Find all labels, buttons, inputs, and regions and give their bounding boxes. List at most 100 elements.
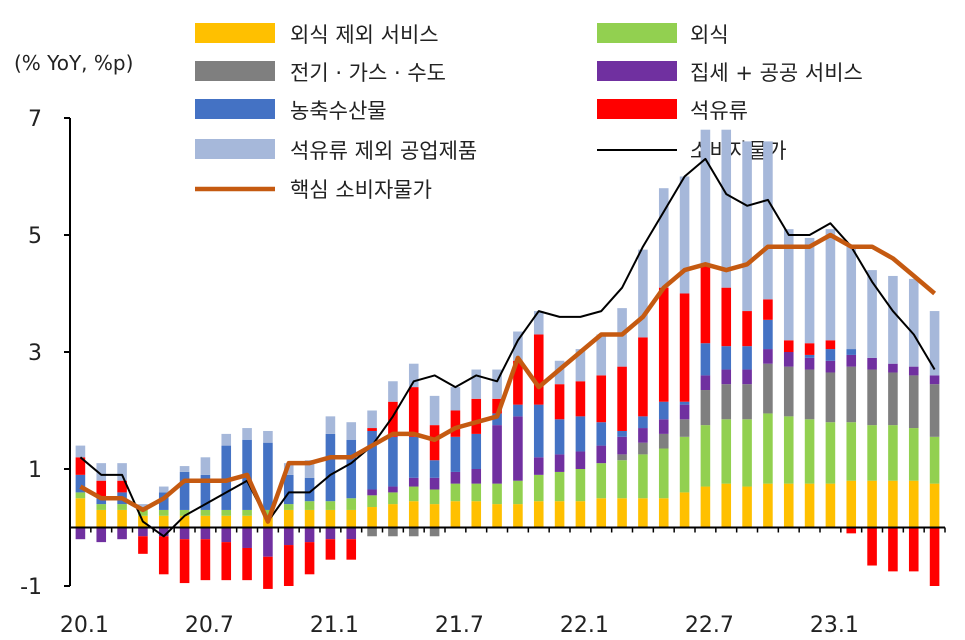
bar-3-30 bbox=[700, 375, 711, 391]
bar-4-35 bbox=[804, 354, 815, 358]
bar-4-36 bbox=[825, 349, 836, 361]
bar-4-12 bbox=[325, 433, 336, 502]
bar-0-22 bbox=[533, 501, 544, 528]
legend-label: 석유류 제외 공업제품 bbox=[290, 139, 477, 163]
bar-3-7 bbox=[221, 527, 232, 543]
bar-5-23 bbox=[554, 384, 565, 420]
bar-4-11 bbox=[304, 477, 315, 502]
legend-label: 외식 bbox=[690, 23, 729, 47]
bar-3-26 bbox=[617, 436, 627, 455]
legend-swatch-6 bbox=[195, 139, 275, 159]
bar-1-21 bbox=[513, 480, 523, 505]
bar-1-38 bbox=[867, 425, 877, 481]
bar-4-32 bbox=[742, 346, 752, 370]
bar-0-40 bbox=[908, 480, 919, 528]
bar-3-11 bbox=[304, 527, 315, 543]
legend-swatch-4 bbox=[195, 99, 275, 119]
bar-0-26 bbox=[617, 498, 627, 528]
bar-4-7 bbox=[221, 445, 232, 510]
bar-0-19 bbox=[471, 501, 482, 528]
bar-1-8 bbox=[242, 509, 252, 516]
bar-5-3 bbox=[138, 536, 148, 554]
x-tick-label: 21.1 bbox=[310, 613, 359, 638]
bar-6-2 bbox=[117, 463, 127, 481]
bar-0-10 bbox=[283, 509, 294, 528]
bar-6-29 bbox=[679, 176, 690, 294]
bar-5-39 bbox=[888, 527, 898, 572]
x-tick-label: 20.7 bbox=[185, 613, 234, 638]
bar-6-31 bbox=[721, 129, 732, 288]
bar-6-38 bbox=[867, 270, 877, 358]
bar-6-23 bbox=[554, 360, 565, 385]
bar-3-20 bbox=[492, 425, 502, 484]
bar-0-4 bbox=[158, 515, 169, 528]
bar-4-17 bbox=[429, 460, 440, 478]
bar-3-4 bbox=[158, 527, 169, 537]
bar-1-11 bbox=[304, 501, 315, 510]
bar-5-7 bbox=[221, 542, 232, 581]
bar-6-37 bbox=[846, 246, 857, 350]
bar-1-36 bbox=[825, 422, 836, 484]
bar-6-34 bbox=[783, 229, 794, 341]
bar-2-26 bbox=[617, 454, 627, 461]
bar-3-35 bbox=[804, 357, 815, 370]
legend-swatch-2 bbox=[195, 61, 275, 81]
bar-5-30 bbox=[700, 264, 711, 344]
legend-swatch-0 bbox=[195, 23, 275, 43]
bar-0-8 bbox=[242, 515, 252, 528]
legend-swatch-3 bbox=[597, 61, 677, 81]
bar-6-19 bbox=[471, 369, 482, 399]
x-tick-label: 22.7 bbox=[685, 613, 734, 638]
bar-5-28 bbox=[658, 287, 669, 402]
bar-1-22 bbox=[533, 474, 544, 502]
bar-2-14 bbox=[367, 527, 377, 537]
bar-3-16 bbox=[408, 477, 419, 487]
bar-5-15 bbox=[388, 401, 398, 437]
bar-5-36 bbox=[825, 340, 836, 350]
bar-5-0 bbox=[75, 457, 86, 475]
bar-3-3 bbox=[138, 527, 148, 537]
bar-6-3 bbox=[138, 504, 148, 510]
bar-3-31 bbox=[721, 369, 732, 385]
bar-5-4 bbox=[158, 536, 169, 575]
bar-0-13 bbox=[346, 509, 357, 528]
bar-0-38 bbox=[867, 480, 877, 528]
bar-3-12 bbox=[325, 527, 336, 540]
bar-2-38 bbox=[867, 369, 877, 426]
bar-2-39 bbox=[888, 372, 898, 426]
bar-5-16 bbox=[408, 387, 419, 437]
bar-0-35 bbox=[804, 483, 815, 528]
bar-0-36 bbox=[825, 483, 836, 528]
bar-3-6 bbox=[200, 527, 211, 540]
bar-4-28 bbox=[658, 401, 669, 420]
bar-5-21 bbox=[513, 360, 523, 405]
bar-6-6 bbox=[200, 457, 211, 475]
bar-1-10 bbox=[283, 504, 294, 510]
bar-3-2 bbox=[117, 527, 127, 540]
bar-1-29 bbox=[679, 436, 690, 493]
bar-5-18 bbox=[450, 410, 461, 437]
bar-6-39 bbox=[888, 275, 898, 364]
bar-6-27 bbox=[638, 249, 648, 338]
bar-3-25 bbox=[596, 445, 607, 464]
bar-1-31 bbox=[721, 419, 732, 484]
bar-6-36 bbox=[825, 229, 836, 341]
x-tick-label: 21.7 bbox=[435, 613, 484, 638]
bar-0-0 bbox=[75, 498, 86, 528]
bar-3-34 bbox=[783, 352, 794, 367]
bar-5-31 bbox=[721, 287, 732, 347]
bar-3-8 bbox=[242, 527, 252, 548]
bar-5-35 bbox=[804, 343, 815, 355]
bar-1-20 bbox=[492, 483, 502, 505]
bar-6-8 bbox=[242, 428, 252, 440]
bar-5-1 bbox=[96, 480, 107, 499]
bar-1-26 bbox=[617, 460, 627, 499]
bar-4-26 bbox=[617, 430, 627, 437]
bar-0-32 bbox=[742, 486, 752, 528]
bar-5-9 bbox=[263, 556, 273, 589]
bar-3-21 bbox=[513, 416, 523, 481]
bar-2-32 bbox=[742, 384, 752, 420]
bar-3-27 bbox=[638, 428, 648, 443]
bar-6-7 bbox=[221, 433, 232, 446]
bar-4-16 bbox=[408, 436, 419, 478]
